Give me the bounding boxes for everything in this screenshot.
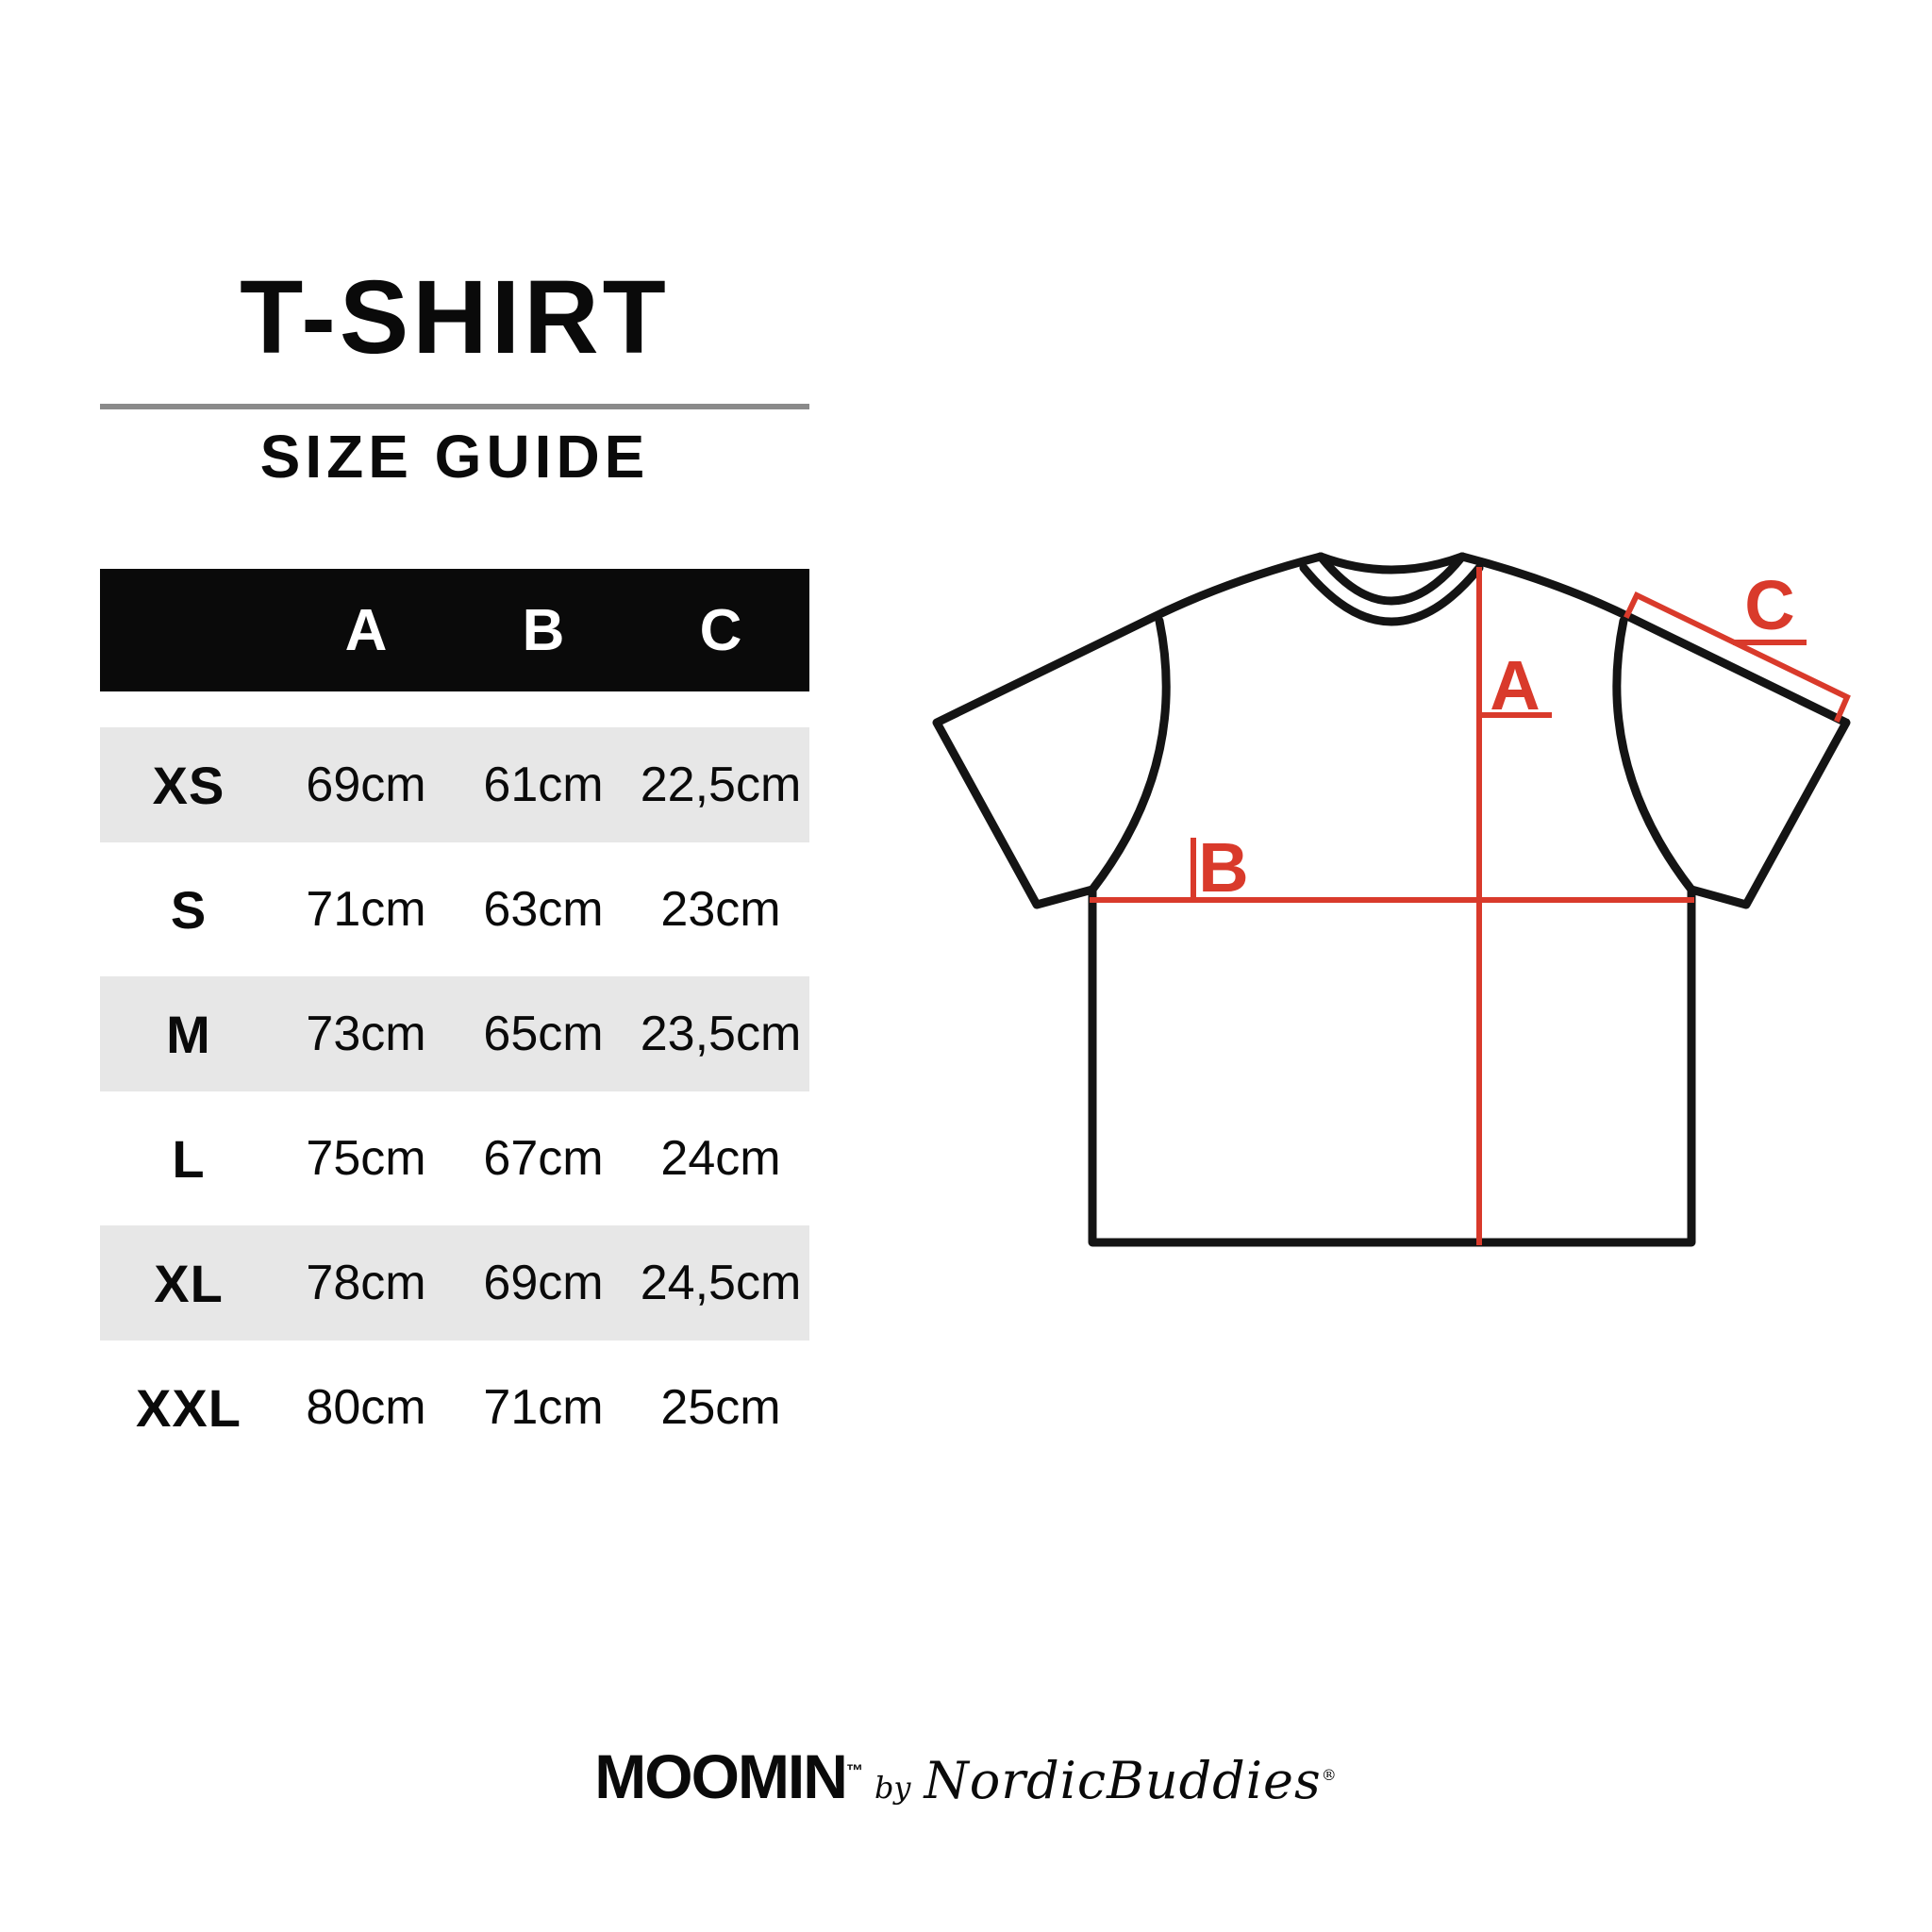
right-armhole-seam — [1612, 616, 1696, 894]
value-b: 65cm — [483, 1007, 604, 1061]
value-b: 61cm — [483, 758, 604, 812]
table-row: XS 69cm 61cm 22,5cm — [100, 723, 809, 847]
title-divider-line — [100, 404, 809, 409]
table-row: M 73cm 65cm 23,5cm — [100, 972, 809, 1096]
table-row: XL 78cm 69cm 24,5cm — [100, 1221, 809, 1345]
value-c: 22,5cm — [640, 758, 802, 812]
measure-label-b: B — [1198, 828, 1248, 907]
size-label: XXL — [136, 1377, 242, 1438]
registered-mark: ® — [1321, 1766, 1338, 1784]
value-a: 75cm — [306, 1131, 426, 1186]
value-a: 73cm — [306, 1007, 426, 1061]
value-b: 71cm — [483, 1380, 604, 1435]
trademark-mark: ™ — [845, 1761, 863, 1780]
measure-label-a: A — [1490, 646, 1540, 724]
value-b: 69cm — [483, 1256, 604, 1310]
size-label: S — [170, 879, 208, 940]
collar-inner-edge — [1316, 552, 1467, 606]
value-c: 24,5cm — [640, 1256, 802, 1310]
value-a: 71cm — [306, 882, 426, 937]
size-label: XS — [152, 755, 225, 815]
value-b: 63cm — [483, 882, 604, 937]
size-label: L — [172, 1128, 206, 1189]
size-table: A B C XS 69cm 61cm 22,5cm S 71cm 63cm 23… — [100, 569, 809, 1470]
value-c: 23,5cm — [640, 1007, 802, 1061]
header-col-a: A — [344, 597, 388, 663]
footer-logo: MOOMIN™ by NordicBuddies® — [0, 1740, 1932, 1812]
value-a: 80cm — [306, 1380, 426, 1435]
table-row: S 71cm 63cm 23cm — [100, 847, 809, 972]
value-c: 25cm — [660, 1380, 781, 1435]
measure-label-c: C — [1744, 566, 1794, 644]
table-row: L 75cm 67cm 24cm — [100, 1096, 809, 1221]
value-c: 24cm — [660, 1131, 781, 1186]
nordicbuddies-logo: NordicBuddies® — [924, 1751, 1338, 1810]
size-label: M — [166, 1004, 211, 1064]
collar-outer-edge — [1299, 563, 1484, 626]
moomin-logo: MOOMIN™ — [594, 1741, 863, 1811]
measure-line-c — [1624, 591, 1851, 723]
page-subtitle: SIZE GUIDE — [259, 423, 650, 491]
header-col-b: B — [522, 597, 565, 663]
value-b: 67cm — [483, 1131, 604, 1186]
collar-back-edge — [1316, 552, 1467, 575]
page-title: T-SHIRT — [240, 259, 670, 375]
by-text: by — [874, 1770, 911, 1806]
left-armhole-seam — [1088, 616, 1171, 894]
value-c: 23cm — [660, 882, 781, 937]
value-a: 69cm — [306, 758, 426, 812]
value-a: 78cm — [306, 1256, 426, 1310]
tshirt-outline — [932, 552, 1851, 1247]
table-header-row: A B C — [100, 569, 809, 691]
table-row: XXL 80cm 71cm 25cm — [100, 1345, 809, 1470]
header-col-c: C — [699, 597, 742, 663]
size-label: XL — [154, 1253, 224, 1313]
